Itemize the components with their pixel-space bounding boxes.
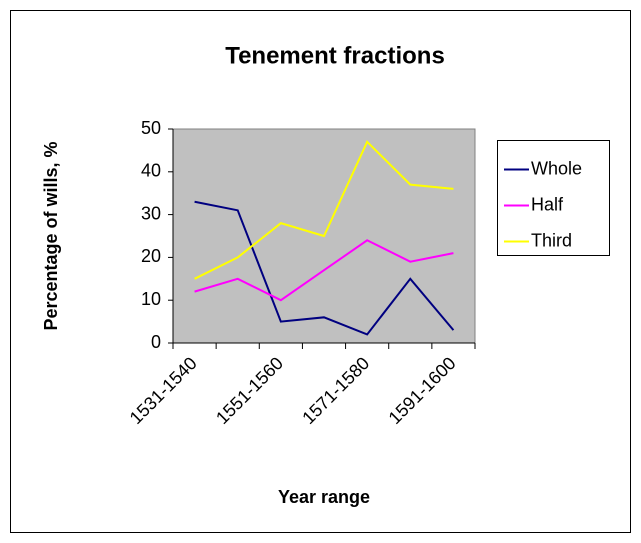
y-tick-label: 10 bbox=[141, 289, 161, 309]
y-tick-label: 50 bbox=[141, 118, 161, 138]
series-line bbox=[194, 239, 454, 302]
y-axis-label: Percentage of wills, % bbox=[41, 141, 61, 330]
legend-box bbox=[497, 140, 610, 256]
legend-label: Third bbox=[531, 230, 572, 250]
chart-title: Tenement fractions bbox=[225, 42, 445, 69]
y-tick-label: 0 bbox=[151, 332, 161, 352]
legend-label: Whole bbox=[531, 158, 582, 178]
series-line bbox=[194, 140, 454, 280]
x-axis-label: Year range bbox=[278, 487, 370, 507]
series-line bbox=[194, 200, 455, 336]
legend-label: Half bbox=[531, 194, 564, 214]
y-tick-label: 30 bbox=[141, 203, 161, 223]
y-tick-label: 40 bbox=[141, 161, 161, 181]
y-tick-label: 20 bbox=[141, 246, 161, 266]
